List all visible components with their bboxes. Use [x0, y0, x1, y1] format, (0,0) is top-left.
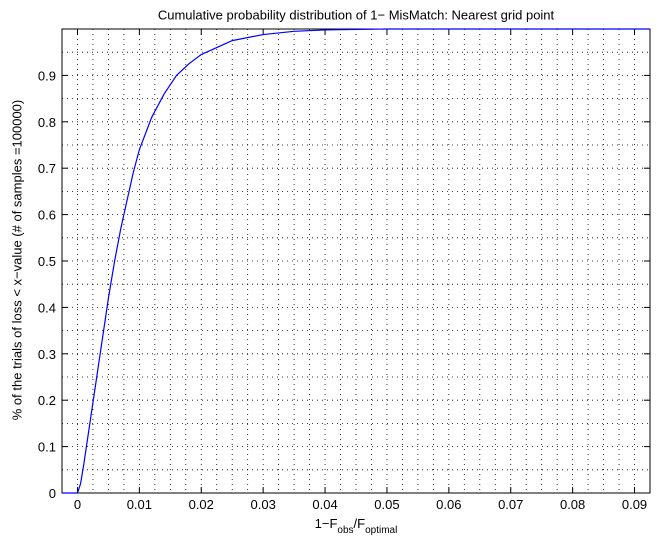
- y-tick-label: 0.6: [38, 208, 56, 223]
- x-tick-label: 0.01: [127, 497, 152, 512]
- x-axis-label: 1−Fobs/Foptimal: [315, 516, 398, 536]
- y-tick-label: 0.2: [38, 393, 56, 408]
- x-label-sub: obs: [337, 525, 353, 536]
- x-label-sub: optimal: [365, 525, 397, 536]
- x-tick-label: 0.08: [560, 497, 585, 512]
- x-tick-label: 0.03: [251, 497, 276, 512]
- x-tick-label: 0.05: [374, 497, 399, 512]
- x-tick-label: 0.09: [622, 497, 647, 512]
- y-tick-label: 0.7: [38, 161, 56, 176]
- y-tick-label: 0.8: [38, 115, 56, 130]
- chart-title: Cumulative probability distribution of 1…: [158, 7, 555, 22]
- y-tick-label: 0: [49, 486, 56, 501]
- x-tick-label: 0.07: [498, 497, 523, 512]
- y-tick-label: 0.5: [38, 254, 56, 269]
- x-tick-label: 0.06: [436, 497, 461, 512]
- x-label-part: 1−F: [315, 516, 338, 531]
- y-axis-label: % of the trials of loss < x−value (# of …: [9, 100, 24, 420]
- y-tick-label: 0.4: [38, 300, 56, 315]
- x-tick-label: 0: [74, 497, 81, 512]
- line: [62, 28, 650, 494]
- y-tick-label: 0.9: [38, 68, 56, 83]
- y-tick-label: 0.3: [38, 347, 56, 362]
- x-tick-label: 0.04: [312, 497, 337, 512]
- x-tick-label: 0.02: [189, 497, 214, 512]
- y-tick-label: 0.1: [38, 440, 56, 455]
- x-label-part: /F: [354, 516, 366, 531]
